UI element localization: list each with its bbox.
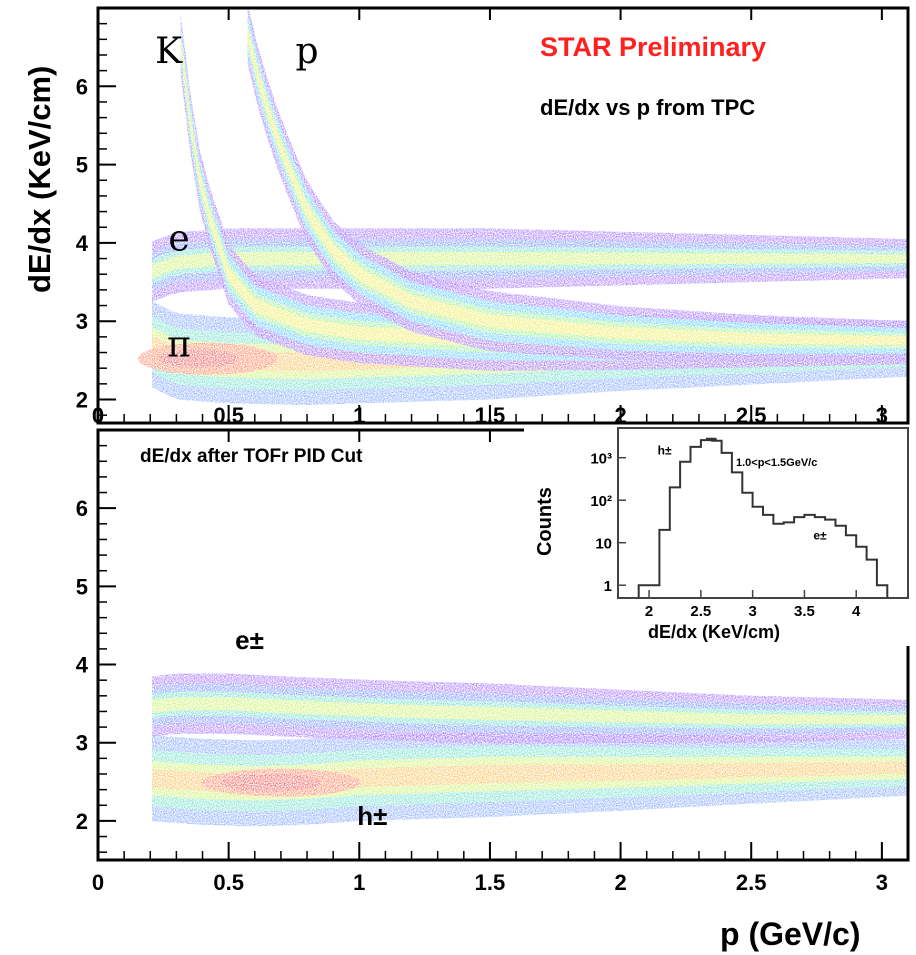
inset-momentum-range: 1.0<p<1.5GeV/c bbox=[736, 457, 817, 469]
bot-x-tick-label: 0.5 bbox=[213, 870, 244, 895]
inset-ticks bbox=[618, 456, 857, 598]
bot-x-tick-label: 1.5 bbox=[475, 870, 506, 895]
bot-band-0-hot bbox=[220, 773, 321, 792]
inset-y-tick-label: 10² bbox=[590, 493, 612, 510]
top-x-tick-label: 1.5 bbox=[475, 403, 506, 428]
top-band-3-level-2 bbox=[247, 21, 908, 349]
top-y-tick-label: 4 bbox=[76, 231, 89, 256]
bot-label-e±: e± bbox=[235, 625, 264, 655]
inset-y-tick-label: 10³ bbox=[590, 451, 612, 468]
bot-band-1-level-3 bbox=[152, 697, 908, 725]
inset-background bbox=[524, 428, 910, 646]
bot-y-tick-label: 4 bbox=[76, 653, 89, 678]
top-y-tick-label: 2 bbox=[76, 388, 88, 413]
top-x-tick-label: 2 bbox=[614, 403, 626, 428]
bottom-x-tick-labels: 0 0.5 1 1.5 2 2.5 3 bbox=[92, 870, 888, 895]
bot-label-h±: h± bbox=[357, 801, 387, 831]
bottom-panel: 2 3 4 5 6 0 0.5 1 1.5 2 2.5 3 e± h± dE/dx after TOF… bbox=[76, 428, 910, 895]
top-band-3-level-0 bbox=[247, 8, 908, 362]
top-label-π: π bbox=[167, 324, 191, 365]
x-axis-title: p (GeV/c) bbox=[720, 916, 860, 952]
top-ticks bbox=[97, 8, 883, 423]
top-panel-title: dE/dx vs p from TPC bbox=[540, 95, 755, 120]
inset-x-tick-labels: 2 2.5 3 3.5 4 bbox=[645, 603, 861, 620]
bottom-band-labels: e± h± bbox=[235, 625, 387, 831]
inset-y-tick-labels: 1 10 10² 10³ bbox=[590, 451, 612, 596]
bot-y-tick-label: 2 bbox=[76, 809, 88, 834]
top-label-e: e bbox=[168, 219, 189, 260]
inset-labels: h± e± bbox=[658, 443, 827, 542]
bot-x-tick-label: 1 bbox=[353, 870, 365, 895]
inset-x-tick-label: 2.5 bbox=[690, 603, 711, 620]
top-x-tick-label: 2.5 bbox=[736, 403, 767, 428]
bot-y-tick-label: 5 bbox=[76, 574, 88, 599]
bot-y-tick-label: 3 bbox=[76, 731, 88, 756]
top-x-tick-label: 1 bbox=[353, 403, 365, 428]
top-y-tick-labels: 2 3 4 5 6 bbox=[76, 74, 89, 412]
top-band-3-level-3 bbox=[247, 27, 908, 346]
bot-y-tick-label: 6 bbox=[76, 496, 88, 521]
top-label-p: p bbox=[296, 31, 319, 72]
inset-x-axis-title: dE/dx (KeV/cm) bbox=[648, 622, 780, 642]
top-y-tick-label: 5 bbox=[76, 153, 88, 178]
top-y-tick-label: 6 bbox=[76, 74, 88, 99]
inset-x-tick-label: 3 bbox=[748, 603, 756, 620]
inset-y-tick-label: 10 bbox=[595, 536, 612, 553]
bottom-heatmap bbox=[152, 673, 908, 827]
top-x-tick-labels: 0 0.5 1 1.5 2 2.5 3 bbox=[92, 403, 888, 428]
bottom-panel-title: dE/dx after TOFr PID Cut bbox=[140, 446, 363, 467]
star-preliminary-banner: STAR Preliminary bbox=[540, 32, 766, 62]
inset-x-tick-label: 3.5 bbox=[794, 603, 815, 620]
top-x-tick-label: 0 bbox=[92, 403, 104, 428]
bot-x-tick-label: 0 bbox=[92, 870, 104, 895]
y-axis-title: dE/dx (KeV/cm) bbox=[22, 66, 57, 293]
top-band-0-hot bbox=[157, 349, 238, 368]
bot-x-tick-label: 2.5 bbox=[736, 870, 767, 895]
inset-y-tick-label: 1 bbox=[604, 578, 612, 595]
inset-label-h±: h± bbox=[658, 443, 672, 457]
inset-frame bbox=[617, 427, 909, 599]
inset-histogram-line bbox=[637, 437, 889, 598]
top-label-K: K bbox=[155, 31, 183, 72]
top-y-tick-label: 3 bbox=[76, 309, 88, 334]
top-x-tick-label: 0.5 bbox=[213, 403, 244, 428]
bot-x-tick-label: 2 bbox=[614, 870, 626, 895]
bottom-y-tick-labels: 2 3 4 5 6 bbox=[76, 496, 89, 834]
inset-y-axis-title: Counts bbox=[534, 487, 556, 556]
bot-x-tick-label: 3 bbox=[876, 870, 888, 895]
inset-x-tick-label: 2 bbox=[645, 603, 653, 620]
top-frame bbox=[96, 6, 910, 425]
top-heatmap bbox=[137, 8, 908, 405]
top-x-tick-label: 3 bbox=[876, 403, 888, 428]
inset-x-tick-label: 4 bbox=[852, 603, 861, 620]
inset-label-e±: e± bbox=[813, 528, 827, 542]
